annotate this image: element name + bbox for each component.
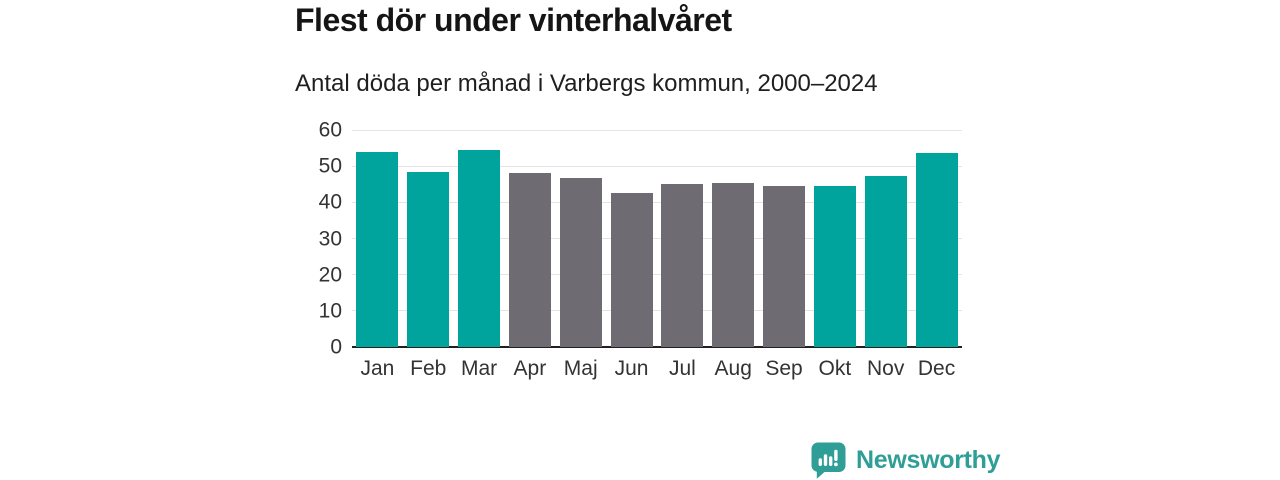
- gridline-10: [352, 310, 962, 312]
- y-tick-label-10: 10: [318, 299, 342, 323]
- x-tick-label-okt: Okt: [818, 357, 852, 380]
- y-tick-label-0: 0: [330, 335, 342, 359]
- bar-okt: [813, 186, 856, 347]
- column-jun: Jun: [606, 130, 657, 379]
- y-tick-label-30: 30: [318, 227, 342, 250]
- column-feb: Feb: [403, 130, 454, 379]
- x-axis-line: [352, 346, 962, 348]
- column-jan: Jan: [352, 130, 403, 379]
- gridline-40: [352, 201, 962, 203]
- bar-wrap-aug: [708, 130, 759, 347]
- x-tick-label-mar: Mar: [460, 357, 498, 380]
- bar-jan: [356, 151, 399, 347]
- chart-title: Flest dör under vinterhalvåret: [295, 2, 732, 38]
- gridline-50: [352, 165, 962, 167]
- column-sep: Sep: [759, 130, 810, 379]
- column-apr: Apr: [504, 130, 555, 379]
- x-tick-label-feb: Feb: [410, 357, 447, 380]
- y-tick-label-50: 50: [318, 154, 342, 178]
- bar-wrap-jul: [657, 130, 708, 347]
- x-tick-label-sep: Sep: [765, 357, 803, 380]
- column-aug: Aug: [708, 130, 759, 379]
- column-mar: Mar: [454, 130, 505, 379]
- newsworthy-logo-icon: [811, 442, 846, 479]
- column-nov: Nov: [860, 130, 911, 379]
- bar-wrap-okt: [809, 130, 860, 347]
- x-tick-label-jan: Jan: [360, 357, 395, 380]
- column-okt: Okt: [809, 130, 860, 379]
- column-dec: Dec: [911, 130, 962, 379]
- bar-wrap-maj: [555, 130, 606, 347]
- x-tick-label-jul: Jul: [668, 357, 696, 380]
- bar-wrap-jun: [606, 130, 657, 347]
- gridline-20: [352, 274, 962, 276]
- bar-jul: [661, 183, 704, 347]
- bar-wrap-nov: [860, 130, 911, 347]
- brand-footer: Newsworthy: [810, 440, 1001, 480]
- bar-wrap-apr: [504, 130, 555, 347]
- gridline-30: [352, 238, 962, 239]
- chart-subtitle: Antal döda per månad i Varbergs kommun, …: [295, 70, 878, 97]
- bar-dec: [915, 152, 958, 347]
- bar-wrap-feb: [403, 130, 454, 347]
- bar-wrap-jan: [352, 130, 403, 347]
- bar-apr: [508, 173, 551, 347]
- x-tick-label-nov: Nov: [867, 357, 905, 380]
- x-tick-label-aug: Aug: [714, 357, 752, 380]
- bar-feb: [407, 172, 450, 347]
- gridline-60: [352, 129, 962, 131]
- y-tick-label-60: 60: [318, 118, 342, 142]
- bar-jun: [610, 193, 653, 347]
- brand-name: Newsworthy: [856, 445, 1001, 474]
- column-jul: Jul: [657, 130, 708, 379]
- plot-area: [352, 129, 962, 348]
- x-tick-label-maj: Maj: [563, 357, 598, 380]
- bar-mar: [458, 150, 501, 347]
- bar-sep: [763, 185, 806, 347]
- x-tick-label-jun: Jun: [614, 357, 649, 380]
- x-tick-label-dec: Dec: [917, 357, 956, 380]
- bar-columns: Jan Feb Mar Apr Maj Jun Jul Aug Sep Okt Nov Dec: [352, 130, 962, 379]
- y-tick-label-20: 20: [318, 263, 342, 287]
- bar-aug: [712, 182, 755, 347]
- x-tick-label-apr: Apr: [513, 357, 547, 380]
- grid-layer: [352, 129, 962, 348]
- bar-nov: [864, 175, 907, 347]
- column-maj: Maj: [555, 130, 606, 379]
- bar-maj: [559, 177, 602, 347]
- bar-wrap-sep: [759, 130, 810, 347]
- y-axis-tick-labels: 0 10 20 30 40 50 60: [290, 120, 342, 358]
- bar-wrap-mar: [454, 130, 505, 347]
- bar-wrap-dec: [911, 130, 962, 347]
- y-tick-label-40: 40: [318, 190, 342, 214]
